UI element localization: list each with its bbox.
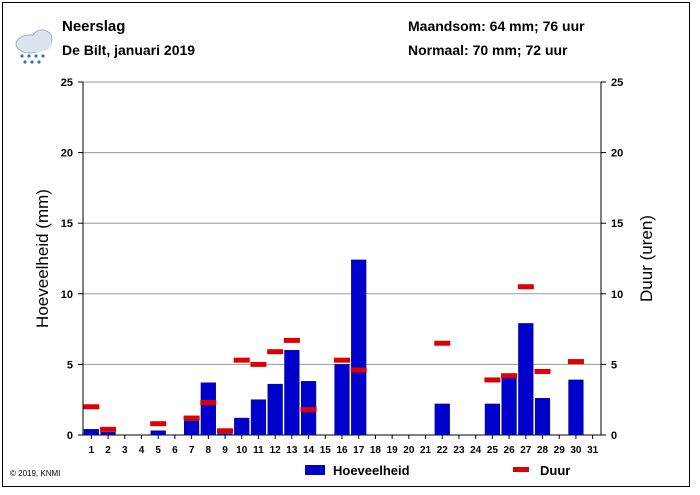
chart-title: Neerslag [62,18,126,35]
duration-marker [534,368,551,374]
x-tick-label: 2 [105,445,111,456]
y2-tick-label: 25 [611,77,623,89]
precipitation-bar [334,364,350,436]
x-tick-label: 14 [303,445,315,456]
duration-marker [217,428,234,434]
precipitation-bar [217,433,233,436]
precipitation-bar [200,382,216,436]
precipitation-bar [250,399,267,436]
duration-marker [183,415,200,421]
precipitation-bar [150,430,166,436]
legend-label-amount: Hoeveelheid [333,463,410,478]
x-tick-label: 16 [336,445,348,456]
y-tick-label: 10 [61,289,73,301]
x-tick-label: 23 [453,445,465,456]
x-tick-label: 28 [537,445,549,456]
precipitation-bar [83,429,99,436]
x-tick-label: 20 [403,445,415,456]
y2-tick-label: 0 [611,430,617,442]
duration-marker [350,367,367,373]
x-tick-label: 11 [253,445,264,456]
precipitation-bar [484,403,500,436]
legend-label-duration: Duur [540,463,570,478]
x-tick-label: 27 [520,445,532,456]
x-tick-label: 6 [172,445,178,456]
x-tick-label: 7 [189,445,195,456]
precipitation-bar [267,383,283,436]
precipitation-bar [518,323,534,436]
precipitation-bar [184,420,200,436]
x-tick-label: 21 [420,445,432,456]
duration-marker [267,349,284,355]
precipitation-bar [501,375,517,436]
y2-tick-label: 5 [611,359,617,371]
duration-marker [100,426,117,432]
legend-swatch-duration [513,467,529,472]
y-axis-title: Hoeveelheid (mm) [33,189,52,328]
x-tick-label: 18 [370,445,382,456]
y-tick-label: 5 [67,359,73,371]
duration-marker [233,357,250,363]
precipitation-bar [534,398,551,436]
y-tick-label: 20 [61,148,73,160]
precipitation-bar [234,417,250,436]
duration-marker [334,357,350,363]
duration-marker [434,340,451,346]
x-tick-label: 12 [270,445,282,456]
duration-marker [567,359,584,365]
x-tick-label: 30 [570,445,582,456]
precipitation-bar [284,350,300,436]
precipitation-bar [100,431,116,436]
monthly-total: Maandsom: 64 mm; 76 uur [408,18,585,34]
x-tick-label: 1 [89,445,95,456]
x-tick-label: 17 [353,445,365,456]
x-tick-label: 26 [504,445,516,456]
copyright: © 2019, KNMI [10,469,61,478]
y2-tick-label: 10 [611,289,623,301]
x-tick-label: 19 [387,445,399,456]
x-tick-label: 15 [320,445,332,456]
duration-marker [501,373,518,379]
x-tick-label: 4 [139,445,145,456]
duration-marker [517,284,534,290]
rain-cloud-icon [15,29,53,64]
y2-tick-label: 20 [611,148,623,160]
y-tick-label: 0 [67,430,73,442]
duration-marker [150,421,167,427]
precipitation-bar [568,379,584,436]
x-tick-label: 29 [554,445,566,456]
duration-marker [300,407,317,413]
precipitation-bar [351,259,367,436]
x-tick-label: 31 [587,445,599,456]
x-tick-label: 10 [236,445,248,456]
x-tick-label: 24 [470,445,482,456]
duration-marker [283,337,300,343]
duration-marker [250,361,267,367]
chart-subtitle: De Bilt, januari 2019 [62,42,196,58]
duration-marker [484,377,501,383]
x-tick-label: 3 [122,445,128,456]
x-tick-label: 5 [155,445,161,456]
y-tick-label: 15 [61,218,73,230]
x-tick-label: 22 [437,445,449,456]
y2-tick-label: 15 [611,218,623,230]
y-tick-label: 25 [61,77,73,89]
x-tick-label: 9 [222,445,228,456]
x-tick-label: 13 [286,445,298,456]
legend-swatch-amount [305,465,325,475]
y2-axis-title: Duur (uren) [637,215,656,302]
duration-marker [83,404,100,410]
precipitation-bar [434,403,450,436]
normal-values: Normaal: 70 mm; 72 uur [408,42,568,58]
duration-marker [200,400,217,406]
x-tick-label: 8 [206,445,212,456]
x-tick-label: 25 [487,445,499,456]
